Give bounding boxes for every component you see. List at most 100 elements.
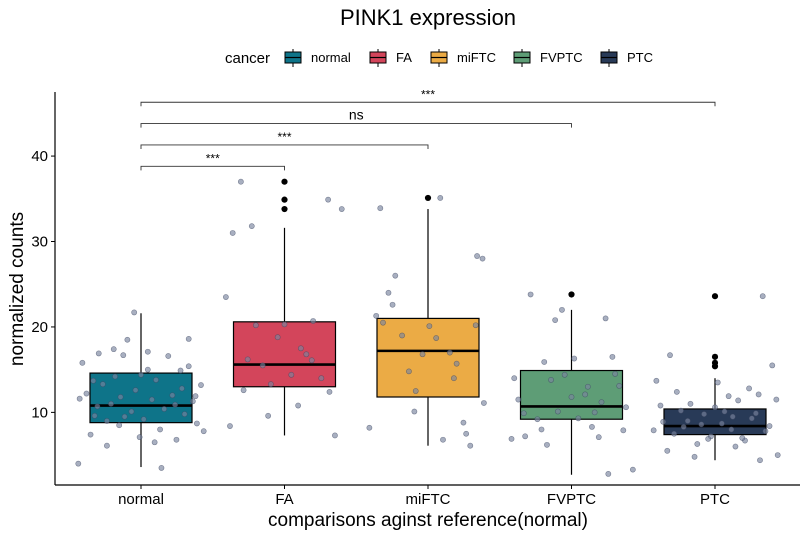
box-miftc	[376, 317, 480, 398]
data-point	[479, 255, 486, 262]
box-normal	[89, 372, 193, 424]
data-point	[104, 442, 110, 449]
x-axis-label: comparisons aginst reference(normal)	[268, 510, 588, 531]
legend-item-ptc: PTC	[600, 49, 653, 67]
data-point	[87, 431, 94, 438]
data-point	[121, 413, 128, 420]
data-point	[552, 317, 559, 324]
outlier-point	[711, 359, 719, 366]
comparison-normal-vs-ptc: ***	[140, 87, 716, 107]
y-tick-label: 10	[31, 404, 48, 421]
data-point	[721, 408, 728, 415]
data-point	[128, 408, 135, 415]
data-point	[678, 407, 684, 414]
data-point	[694, 441, 701, 447]
data-point	[112, 373, 118, 380]
data-point	[605, 470, 612, 477]
data-point	[90, 377, 97, 384]
data-point	[714, 379, 721, 386]
data-point	[308, 357, 315, 364]
outlier-point	[281, 178, 288, 185]
data-point	[267, 381, 274, 388]
data-point	[680, 424, 687, 430]
data-point	[575, 415, 582, 422]
x-tick-label-ptc: PTC	[700, 491, 730, 508]
data-point	[366, 424, 373, 431]
data-point	[602, 315, 609, 322]
data-point	[609, 353, 616, 360]
data-point	[229, 230, 236, 236]
data-point	[752, 410, 759, 417]
data-point	[244, 356, 251, 363]
data-point	[193, 420, 200, 427]
data-point	[389, 301, 396, 308]
data-point	[326, 388, 333, 395]
legend-item-normal: normal	[284, 49, 351, 67]
data-point	[310, 318, 317, 324]
data-point	[153, 377, 159, 383]
box-group-fa	[232, 178, 337, 436]
data-point	[149, 396, 155, 403]
data-point	[189, 398, 196, 405]
data-point	[612, 371, 619, 377]
data-point	[117, 394, 124, 400]
data-point	[735, 397, 742, 404]
data-point	[338, 206, 345, 212]
data-point	[259, 362, 266, 369]
y-axis-label: normalized counts	[7, 212, 28, 366]
data-point	[446, 349, 453, 356]
data-point	[467, 442, 474, 449]
data-point	[281, 321, 288, 328]
data-point	[200, 428, 207, 435]
outlier-point	[711, 353, 719, 360]
data-point	[474, 253, 480, 259]
data-point	[79, 359, 86, 366]
data-point	[252, 322, 259, 329]
data-point	[739, 435, 746, 441]
data-point	[411, 408, 418, 415]
data-point	[132, 387, 139, 394]
data-point	[75, 460, 82, 467]
data-point	[650, 427, 657, 434]
comparison-normal-vs-miftc: ***	[140, 130, 429, 149]
data-point	[698, 421, 705, 428]
data-point	[161, 406, 168, 412]
data-point	[591, 409, 598, 416]
data-point	[325, 196, 332, 203]
data-point	[451, 375, 457, 382]
data-point	[687, 400, 694, 407]
data-point	[548, 377, 554, 383]
data-point	[419, 351, 426, 358]
data-point	[178, 385, 185, 392]
data-point	[725, 393, 732, 400]
data-point	[392, 272, 399, 279]
data-point	[83, 390, 90, 397]
data-point	[623, 404, 629, 411]
comparison-normal-vs-fvptc: ns	[140, 107, 572, 128]
data-point	[541, 359, 548, 365]
data-point	[664, 447, 671, 454]
comparison-bracket	[140, 123, 572, 128]
legend: cancer normal FA miFTC FVPTC PTC	[225, 49, 653, 67]
data-point	[520, 410, 527, 417]
data-point	[554, 408, 561, 415]
data-point	[332, 432, 338, 439]
comparison-bracket	[140, 165, 285, 171]
x-tick-label-fvptc: FVPTC	[547, 491, 596, 508]
data-point	[773, 396, 780, 403]
plot-area: *** *** ns *** 10 20 30 40 normal FA miFTC FVPTC PT…	[31, 87, 800, 508]
data-point	[757, 457, 763, 464]
data-point	[508, 435, 515, 442]
data-point	[426, 323, 433, 329]
data-point	[158, 465, 165, 471]
legend-label-fa: FA	[396, 50, 412, 65]
data-point	[598, 399, 605, 406]
data-point	[766, 423, 773, 429]
data-point	[192, 393, 199, 400]
data-point	[657, 402, 664, 409]
data-point	[120, 352, 127, 359]
data-point	[380, 319, 386, 326]
data-point	[227, 423, 233, 429]
data-point	[534, 416, 541, 423]
data-point	[222, 294, 229, 300]
